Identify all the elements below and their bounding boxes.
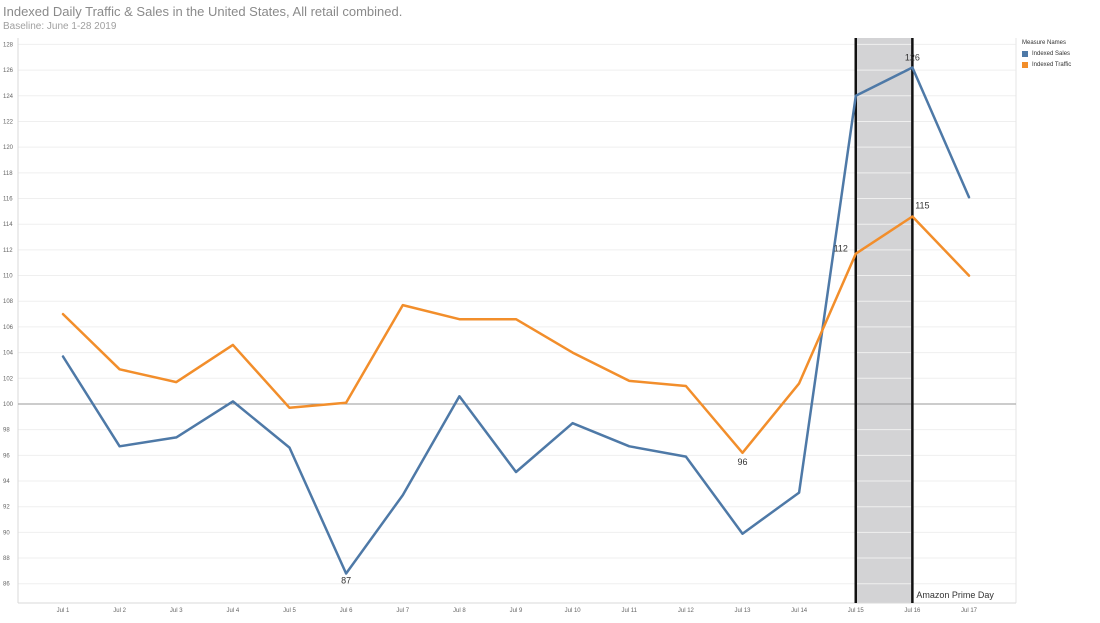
y-tick-label: 96	[3, 453, 10, 459]
x-tick-label: Jul 3	[170, 608, 183, 614]
y-tick-label: 90	[3, 530, 10, 536]
x-tick-label: Jul 2	[113, 608, 126, 614]
x-tick-label: Jul 5	[283, 608, 296, 614]
x-tick-label: Jul 9	[510, 608, 523, 614]
y-tick-label: 104	[3, 351, 14, 357]
y-tick-label: 108	[3, 299, 14, 305]
x-tick-label: Jul 15	[848, 608, 865, 614]
legend-title: Measure Names	[1022, 40, 1067, 46]
y-tick-label: 114	[3, 222, 13, 228]
x-tick-label: Jul 1	[57, 608, 70, 614]
y-tick-label: 118	[3, 171, 13, 177]
data-label: 115	[915, 200, 929, 210]
y-tick-label: 122	[3, 119, 14, 125]
chart-subtitle: Baseline: June 1-28 2019	[3, 21, 117, 32]
legend-item-traffic[interactable]: Indexed Traffic	[1022, 59, 1071, 70]
chart-title: Indexed Daily Traffic & Sales in the Uni…	[3, 4, 403, 19]
x-tick-label: Jul 12	[678, 608, 695, 614]
y-tick-label: 88	[3, 556, 10, 562]
annotation-label: Amazon Prime Day	[916, 590, 994, 600]
y-tick-label: 98	[3, 428, 10, 434]
y-tick-label: 128	[3, 42, 14, 48]
highlight-band	[855, 38, 913, 603]
data-label: 112	[834, 244, 848, 254]
y-tick-label: 112	[3, 248, 13, 254]
legend-label-traffic: Indexed Traffic	[1032, 61, 1072, 68]
data-label: 96	[737, 457, 747, 467]
y-tick-label: 116	[3, 197, 13, 203]
y-tick-label: 102	[3, 376, 14, 382]
y-tick-label: 126	[3, 68, 14, 74]
x-tick-label: Jul 7	[396, 608, 409, 614]
legend-swatch-sales	[1022, 50, 1028, 57]
legend: Measure Names Indexed Sales Indexed Traf…	[1022, 40, 1071, 70]
y-tick-label: 100	[3, 402, 14, 408]
x-tick-label: Jul 8	[453, 608, 466, 614]
y-tick-label: 110	[3, 274, 13, 280]
legend-label-sales: Indexed Sales	[1032, 50, 1071, 57]
y-tick-label: 94	[3, 479, 10, 485]
x-tick-label: Jul 4	[227, 608, 240, 614]
y-tick-label: 106	[3, 325, 14, 331]
y-tick-label: 124	[3, 94, 14, 100]
y-tick-label: 92	[3, 505, 10, 511]
series-line-traffic	[61, 215, 971, 455]
x-tick-label: Jul 17	[961, 608, 978, 614]
data-label: 126	[905, 53, 920, 63]
y-tick-label: 120	[3, 145, 14, 151]
series-line-sales	[61, 66, 971, 575]
legend-swatch-traffic	[1022, 61, 1028, 68]
x-tick-label: Jul 13	[734, 608, 751, 614]
x-tick-label: Jul 16	[904, 608, 921, 614]
x-tick-label: Jul 11	[621, 608, 637, 614]
x-tick-label: Jul 6	[340, 608, 353, 614]
data-label: 87	[341, 575, 351, 585]
y-tick-label: 86	[3, 582, 10, 588]
x-tick-label: Jul 10	[565, 608, 582, 614]
x-tick-label: Jul 14	[791, 608, 808, 614]
legend-item-sales[interactable]: Indexed Sales	[1022, 48, 1071, 59]
